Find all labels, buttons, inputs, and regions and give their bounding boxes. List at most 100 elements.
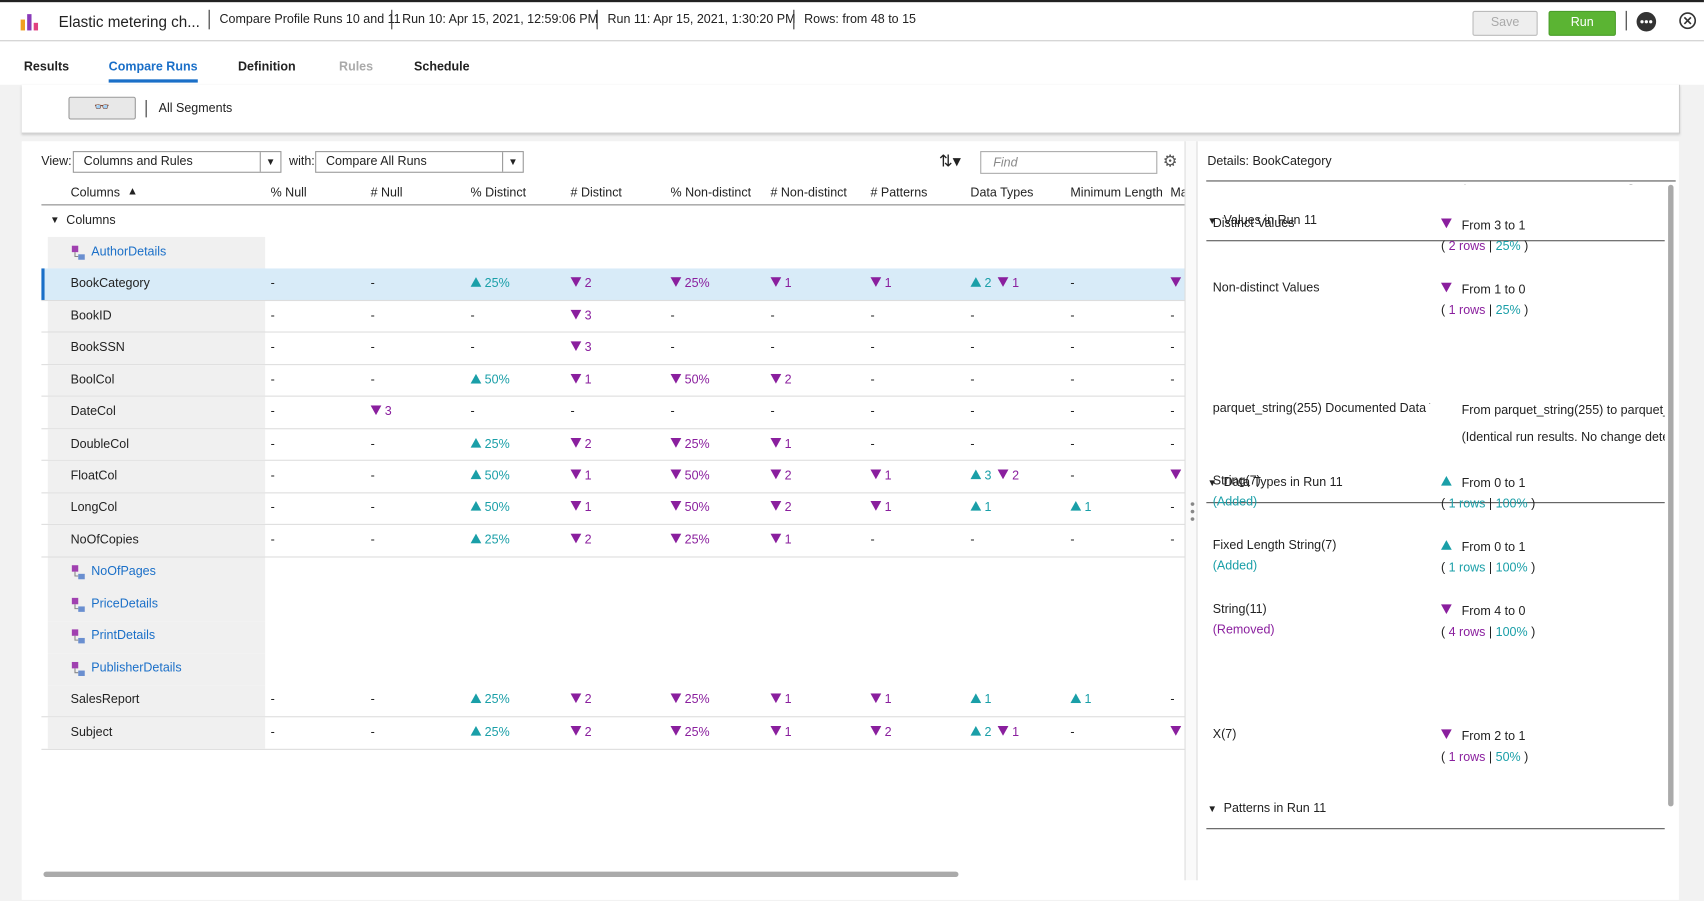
arrow-up (970, 501, 982, 515)
group-row[interactable]: PrintDetails (41, 621, 1184, 654)
column-header[interactable]: Maximum Length (1170, 186, 1184, 200)
column-header[interactable]: # Patterns (870, 186, 928, 200)
arrow-down (570, 373, 583, 386)
tab[interactable]: Compare Runs (108, 61, 198, 83)
arrow-up (1440, 540, 1453, 553)
splitter-grip: ● ● ● (1189, 498, 1196, 524)
cell: 25% (470, 533, 517, 547)
h-scrollbar[interactable] (43, 871, 959, 878)
find-input[interactable]: Find (980, 151, 1158, 174)
arrow-down (770, 469, 782, 483)
cell: - (1170, 309, 1175, 323)
run-button[interactable]: Run (1548, 10, 1616, 36)
change-text: 50% (684, 501, 710, 515)
item-rows: ( 1 rows | 100% ) (1440, 497, 1536, 511)
tab[interactable]: Schedule (414, 60, 470, 74)
tab[interactable]: Rules (339, 60, 374, 74)
group-row[interactable]: AuthorDetails (41, 236, 1184, 269)
cell: 1 (570, 469, 599, 483)
tab[interactable]: Results (23, 60, 70, 74)
cell: 1 (1170, 725, 1184, 739)
column-header[interactable]: % Distinct (470, 186, 527, 200)
header-info: Compare Profile Runs 10 and 11 (219, 13, 401, 27)
column-header[interactable]: % Null (270, 186, 307, 200)
settings-button[interactable]: ⚙ (1162, 152, 1178, 171)
rows-pct: 50% (1495, 750, 1521, 765)
section-heading[interactable]: Values in Run 11 (1223, 214, 1317, 228)
change-text: 25% (684, 693, 710, 707)
splitter[interactable] (1184, 141, 1198, 881)
table-row[interactable]: SalesReport - - 25% 2 25% 1 1 1 1 - (41, 685, 1185, 718)
column-header[interactable]: # Null (370, 186, 403, 200)
cell: 1 (770, 693, 798, 707)
segment-toggle[interactable]: 👓 (68, 96, 136, 120)
change-text: 1 (884, 693, 892, 707)
sort-button[interactable]: ⇅▾ (938, 152, 961, 171)
column-header[interactable]: Data Types (970, 186, 1034, 200)
table-row[interactable]: DoubleCol - - 25% 2 25% 1 - - - - (41, 429, 1185, 462)
change-text: 1 (784, 693, 792, 707)
change-text: 2 (584, 725, 592, 739)
group-row[interactable]: NoOfPages (41, 557, 1184, 590)
change-text: 50% (484, 501, 510, 515)
arrow-down (570, 501, 583, 515)
item-label: Distinct Values (1212, 217, 1295, 231)
group-row[interactable]: PriceDetails (41, 589, 1184, 622)
name-cell (47, 717, 266, 749)
cell: 2 (770, 469, 798, 483)
item-change: From 0 to 1 (1461, 477, 1526, 491)
change-text: 2 (584, 533, 592, 547)
column-header[interactable]: # Non-distinct (770, 186, 847, 200)
name-cell (47, 268, 266, 300)
arrow-down (998, 725, 1010, 739)
change-value: 1 (570, 373, 592, 386)
more-button[interactable] (1635, 11, 1657, 33)
app-icon (20, 14, 39, 31)
arrow-down (670, 277, 682, 290)
column-header[interactable]: Columns (70, 186, 120, 200)
item-change: From 2 to 1 (1461, 730, 1526, 744)
change-text: 25% (484, 693, 510, 707)
table-row[interactable]: NoOfCopies - - 25% 2 25% 1 - - - - (41, 525, 1185, 558)
rows-count: 1 rows (1448, 497, 1486, 511)
column-header[interactable]: % Non-distinct (670, 186, 752, 200)
section-heading[interactable]: Data Types in Run 11 (1223, 476, 1343, 490)
table-row[interactable]: BoolCol - - 50% 1 50% 2 - - - - (41, 365, 1185, 398)
cell: 50% (470, 373, 517, 386)
table-row[interactable]: BookSSN - - - 3 - - - - - - (41, 333, 1185, 366)
change-text: 1 (784, 725, 792, 739)
table: Columns ▲ % Null # Null % Distinct # Distinct… (41, 180, 1185, 876)
cell: - (270, 309, 275, 323)
table-row[interactable]: LongCol - - 50% 1 50% 2 1 1 1 - (41, 493, 1185, 526)
v-scrollbar[interactable] (1668, 184, 1674, 807)
tab[interactable]: Definition (237, 60, 296, 74)
table-row[interactable]: DateCol - 3 - - - - - - - - (41, 397, 1185, 430)
arrow-up (470, 469, 483, 483)
section-heading[interactable]: Patterns in Run 11 (1223, 802, 1327, 816)
change-text: 1 (1084, 501, 1092, 515)
change-value: 2 (570, 533, 592, 547)
cell: 2 (770, 501, 798, 515)
change-value: 1 (970, 693, 992, 707)
close-button[interactable] (1679, 12, 1697, 30)
view-select[interactable]: Columns and Rules ▼ (72, 151, 282, 173)
change-text: 2 (984, 277, 992, 291)
name-cell (47, 397, 266, 428)
group-name: NoOfPages (91, 565, 156, 579)
cell: - (270, 341, 275, 355)
item-label: X(7) (1212, 728, 1237, 742)
table-row[interactable]: BookID - - - 3 - - - - - - (41, 300, 1185, 334)
column-header[interactable]: # Distinct (570, 186, 622, 200)
save-button[interactable]: Save (1472, 10, 1538, 36)
name-cell (47, 365, 266, 396)
group-row[interactable]: PublisherDetails (41, 653, 1184, 686)
item-arrow (1440, 540, 1455, 553)
with-select[interactable]: Compare All Runs ▼ (315, 151, 524, 173)
column-header[interactable]: Minimum Length (1070, 186, 1163, 200)
cell: 2 (570, 533, 599, 547)
change-text: 3 (584, 309, 592, 323)
